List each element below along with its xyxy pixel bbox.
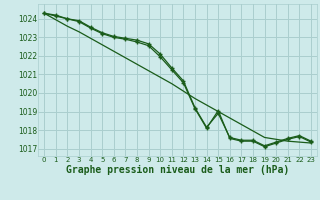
- X-axis label: Graphe pression niveau de la mer (hPa): Graphe pression niveau de la mer (hPa): [66, 165, 289, 175]
